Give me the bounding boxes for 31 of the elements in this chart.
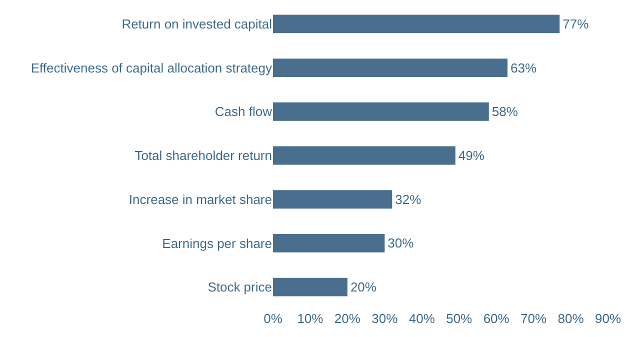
data-label: 20% bbox=[350, 280, 377, 295]
bar bbox=[273, 234, 385, 252]
bar bbox=[273, 146, 456, 165]
x-tick-label: 90% bbox=[594, 311, 622, 326]
y-tick-label: Cash flow bbox=[214, 104, 273, 120]
bar bbox=[273, 278, 348, 296]
y-tick-label: Total shareholder return bbox=[134, 148, 272, 164]
data-label: 32% bbox=[395, 192, 422, 207]
y-tick-label: Stock price bbox=[208, 280, 272, 295]
x-tick-label: 70% bbox=[520, 311, 548, 326]
bar bbox=[273, 14, 560, 34]
data-label: 30% bbox=[388, 236, 414, 251]
bar bbox=[273, 58, 508, 77]
x-tick-label: 40% bbox=[408, 311, 436, 326]
x-tick-label: 0% bbox=[264, 311, 283, 326]
y-tick-label: Effectiveness of capital allocation strategy bbox=[30, 60, 272, 76]
bar bbox=[273, 190, 392, 209]
data-label: 63% bbox=[510, 60, 537, 76]
y-tick-label: Increase in market share bbox=[128, 192, 272, 207]
data-label: 58% bbox=[492, 104, 518, 120]
y-tick-label: Return on invested capital bbox=[122, 16, 272, 32]
bar bbox=[273, 102, 489, 121]
x-tick-label: 10% bbox=[297, 311, 324, 326]
x-tick-label: 50% bbox=[446, 311, 473, 326]
data-label: 49% bbox=[458, 148, 485, 163]
data-label: 77% bbox=[562, 16, 590, 32]
x-tick-label: 80% bbox=[558, 311, 584, 326]
x-tick-label: 60% bbox=[483, 311, 510, 326]
x-tick-label: 20% bbox=[334, 311, 361, 326]
x-tick-label: 30% bbox=[372, 311, 398, 326]
y-tick-label: Earnings per share bbox=[162, 236, 272, 251]
